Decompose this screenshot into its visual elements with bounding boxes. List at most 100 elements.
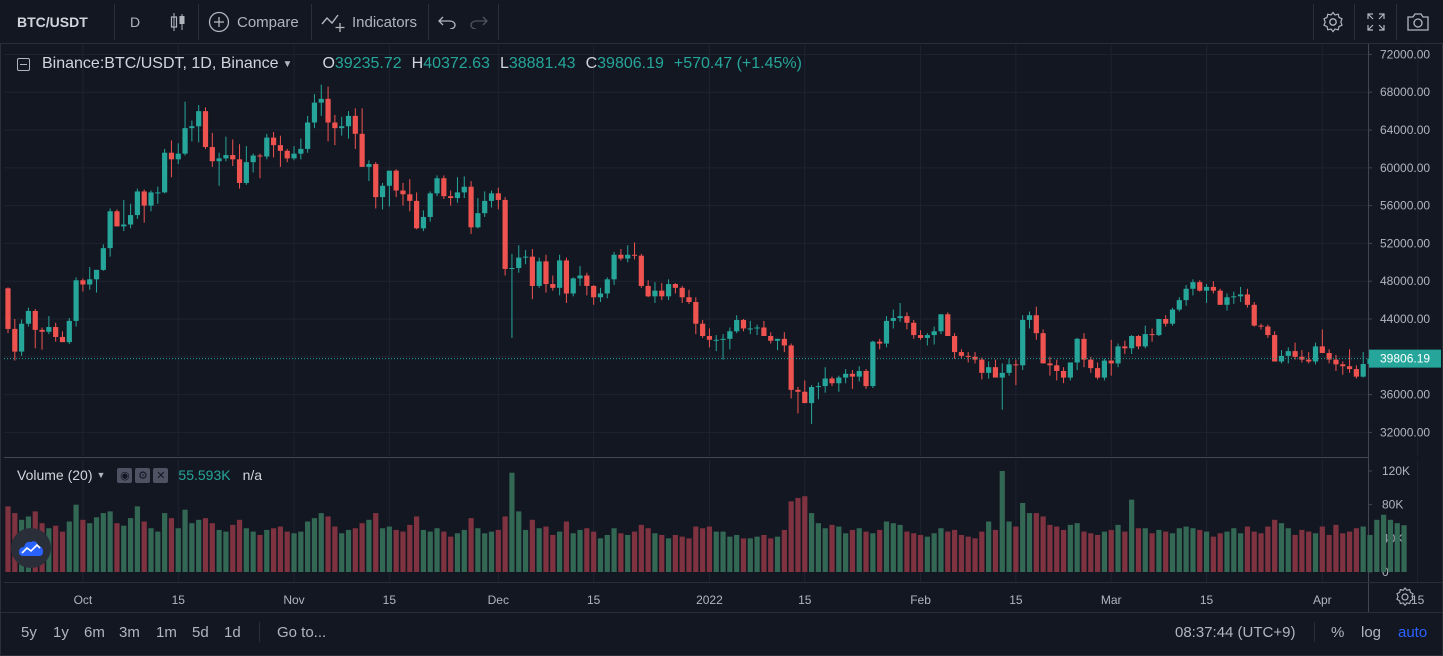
- candle-body: [1285, 351, 1291, 356]
- candle-body: [196, 111, 202, 127]
- volume-bar: [93, 517, 100, 572]
- candle-body: [543, 261, 549, 285]
- volume-bar: [679, 536, 685, 572]
- volume-bar: [1054, 526, 1060, 572]
- candle-body: [19, 323, 25, 352]
- volume-bar: [182, 509, 188, 572]
- candle-body: [1299, 356, 1305, 360]
- range-1m-button[interactable]: 1m: [156, 623, 177, 641]
- candle-body: [202, 111, 209, 148]
- range-1y-button[interactable]: 1y: [53, 623, 69, 641]
- range-1d-button[interactable]: 1d: [224, 623, 241, 641]
- redo-button[interactable]: [470, 0, 488, 44]
- volume-bar: [209, 523, 215, 572]
- volume-bar: [836, 526, 842, 572]
- volume-bar: [1367, 534, 1373, 572]
- volume-bar: [305, 521, 311, 572]
- volume-bar: [454, 533, 461, 572]
- time-tick-label: 15: [1200, 593, 1214, 607]
- candle-body: [700, 323, 706, 337]
- symbol-search-button[interactable]: BTC/USDT: [17, 14, 88, 30]
- candle-body: [39, 329, 45, 332]
- interval-button[interactable]: D: [130, 14, 141, 30]
- volume-bar: [550, 534, 556, 572]
- candle-body: [502, 199, 508, 269]
- volume-bar: [672, 534, 678, 572]
- volume-bar: [945, 531, 951, 572]
- candle-body: [808, 387, 815, 404]
- volume-bar: [584, 528, 590, 572]
- close-label: C: [585, 55, 598, 72]
- volume-bar: [849, 529, 856, 572]
- range-6m-button[interactable]: 6m: [84, 623, 105, 641]
- chevron-down-icon[interactable]: ▼: [96, 470, 106, 480]
- candle-body: [856, 370, 862, 377]
- auto-scale-button[interactable]: auto: [1398, 623, 1428, 641]
- time-tick-label: 15: [383, 593, 397, 607]
- candle-body: [1013, 364, 1019, 366]
- volume-bar: [1183, 526, 1189, 572]
- candle-body: [938, 314, 944, 332]
- time-tick-label: Mar: [1101, 593, 1122, 607]
- volume-bar: [236, 519, 243, 572]
- volume-bar: [291, 533, 297, 572]
- volume-bar: [1210, 536, 1216, 572]
- range-5d-button[interactable]: 5d: [192, 623, 209, 641]
- volume-title[interactable]: Volume (20): [17, 467, 93, 483]
- price-tick-label: 32000.00: [1380, 425, 1430, 439]
- series-title[interactable]: Binance:BTC/USDT, 1D, Binance: [42, 55, 279, 72]
- volume-bar: [1360, 526, 1366, 572]
- percent-scale-button[interactable]: %: [1331, 623, 1345, 641]
- volume-bar: [931, 533, 937, 572]
- candle-body: [189, 126, 195, 129]
- volume-bar: [311, 518, 318, 572]
- candle-body: [141, 191, 147, 206]
- volume-bar: [986, 521, 992, 572]
- settings-button[interactable]: [1316, 0, 1350, 44]
- log-scale-button[interactable]: log: [1361, 623, 1382, 641]
- volume-bar: [843, 533, 849, 572]
- range-5y-button[interactable]: 5y: [21, 623, 37, 641]
- volume-bar: [284, 531, 290, 572]
- fullscreen-button[interactable]: [1359, 0, 1393, 44]
- candle-body: [665, 284, 672, 297]
- go-to-date-button[interactable]: Go to...: [277, 623, 327, 641]
- snapshot-button[interactable]: [1401, 0, 1435, 44]
- volume-bar: [80, 519, 86, 572]
- volume-bar: [1135, 528, 1142, 572]
- volume-bar: [1047, 524, 1053, 572]
- tradingview-logo[interactable]: [11, 528, 51, 568]
- volume-bar: [482, 533, 488, 572]
- price-tick-label: 68000.00: [1380, 85, 1430, 99]
- range-3m-button[interactable]: 3m: [119, 623, 140, 641]
- volume-bar: [107, 511, 113, 572]
- candle-body: [1306, 359, 1312, 362]
- timezone-clock[interactable]: 08:37:44 (UTC+9): [1175, 623, 1296, 641]
- volume-bar: [808, 513, 815, 572]
- volume-bars: [5, 471, 1407, 572]
- candle-body: [311, 102, 318, 123]
- collapse-legend-button[interactable]: [17, 57, 30, 71]
- volume-bar: [325, 516, 331, 572]
- volume-bar: [938, 528, 944, 572]
- volume-bar: [66, 521, 72, 572]
- volume-bar: [121, 525, 127, 572]
- compare-button[interactable]: Compare: [208, 0, 299, 44]
- settings-icon[interactable]: ⚙: [135, 467, 151, 483]
- undo-button[interactable]: [438, 0, 456, 44]
- candle-body: [972, 356, 978, 360]
- eye-icon[interactable]: ◉: [117, 467, 133, 483]
- indicators-button[interactable]: Indicators: [321, 0, 417, 44]
- chart-style-button[interactable]: [168, 0, 188, 44]
- axis-settings-button[interactable]: [1394, 586, 1416, 608]
- close-icon[interactable]: ✕: [153, 467, 169, 483]
- volume-bar: [904, 531, 910, 572]
- chevron-down-icon[interactable]: ▼: [282, 58, 293, 70]
- candle-body: [243, 162, 249, 183]
- toolbar-divider: [428, 4, 429, 40]
- candle-body: [557, 260, 563, 288]
- candle-body: [468, 186, 474, 228]
- candle-body: [298, 148, 304, 154]
- candle-body: [570, 278, 576, 294]
